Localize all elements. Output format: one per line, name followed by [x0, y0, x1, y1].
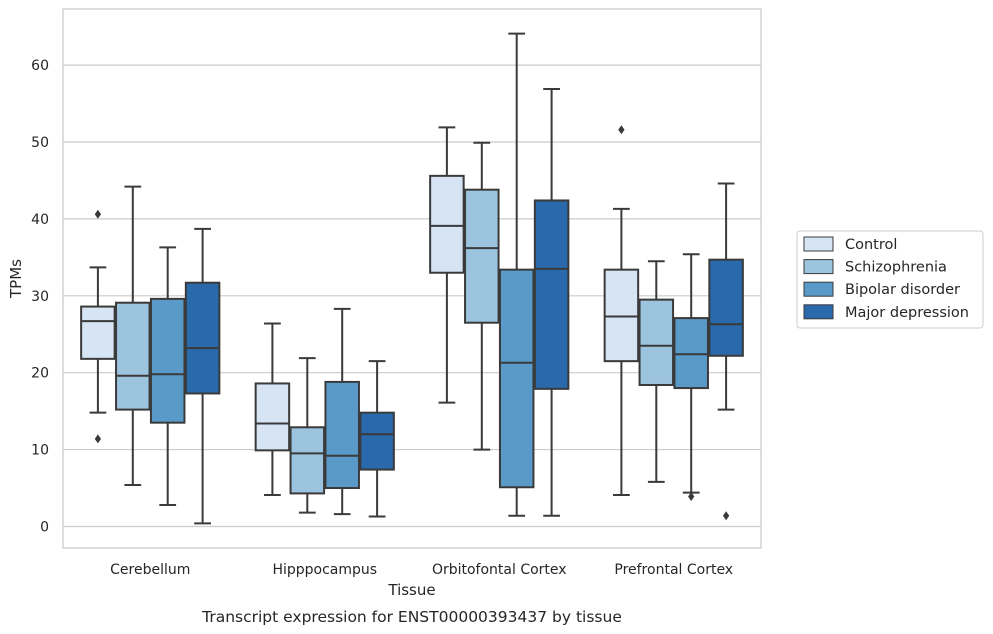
box-2-1 — [464, 141, 500, 451]
box-body — [533, 199, 570, 390]
legend-swatch-1 — [803, 259, 834, 275]
box-body — [254, 382, 291, 452]
box-body — [289, 426, 326, 495]
legend-label-2: Bipolar disorder — [845, 282, 960, 298]
box-0-0 — [80, 209, 116, 444]
box-1-3 — [359, 360, 395, 518]
box-3-0 — [603, 125, 640, 496]
y-tick-label-30: 30 — [31, 289, 49, 305]
y-tick-label-10: 10 — [31, 443, 49, 459]
box-body — [498, 268, 535, 489]
box-2-0 — [429, 126, 465, 404]
box-body — [184, 281, 221, 395]
box-body — [464, 188, 500, 324]
box-3-3 — [708, 182, 744, 521]
x-tick-label-3: Prefrontal Cortex — [614, 562, 733, 578]
box-0-1 — [115, 185, 151, 486]
box-1-2 — [324, 307, 360, 516]
box-body — [359, 411, 395, 471]
boxes — [80, 32, 744, 525]
legend-swatch-3 — [803, 304, 834, 320]
box-body — [603, 268, 640, 363]
x-axis-label: Tissue — [387, 581, 435, 599]
box-body — [115, 301, 151, 411]
box-body — [429, 174, 465, 274]
box-3-1 — [638, 260, 675, 483]
y-axis-label: TPMs — [7, 259, 25, 299]
legend-frame — [796, 230, 984, 329]
legend-label-1: Schizophrenia — [845, 260, 947, 276]
y-axis-ticks: 0 10 20 30 40 50 60 — [31, 58, 49, 535]
box-body — [149, 297, 186, 424]
y-tick-label-60: 60 — [31, 58, 49, 74]
outlier-point-0 — [618, 125, 625, 135]
box-body — [673, 317, 709, 390]
box-2-2 — [498, 32, 535, 517]
outlier-point-1 — [94, 434, 102, 444]
legend-swatch-0 — [803, 236, 834, 252]
box-1-1 — [289, 357, 326, 514]
box-0-3 — [184, 227, 221, 525]
legend-label-0: Control — [845, 237, 897, 253]
box-3-2 — [673, 253, 709, 501]
y-tick-label-50: 50 — [31, 135, 49, 151]
outlier-point-0 — [722, 511, 730, 521]
box-body — [324, 380, 360, 490]
legend-swatch-2 — [803, 281, 834, 297]
box-body — [80, 305, 116, 360]
legend: Control Schizophrenia Bipolar disorder Majo… — [796, 230, 984, 329]
box-2-3 — [533, 87, 570, 517]
box-body — [638, 298, 675, 386]
y-tick-label-40: 40 — [31, 212, 49, 228]
y-tick-label-0: 0 — [40, 519, 49, 535]
x-tick-label-0: Cerebellum — [110, 562, 190, 578]
plot-area-frame — [62, 8, 762, 549]
legend-label-3: Major depression — [845, 305, 969, 321]
box-1-0 — [254, 322, 291, 496]
box-0-2 — [149, 246, 186, 506]
x-tick-label-2: Orbitofontal Cortex — [432, 562, 567, 578]
box-body — [708, 258, 744, 357]
figure-caption: Transcript expression for ENST0000039343… — [201, 608, 622, 626]
outlier-point-0 — [688, 491, 695, 501]
x-tick-label-1: Hipppocampus — [272, 562, 377, 578]
x-axis-ticks: Cerebellum Hipppocampus Orbitofontal Corte… — [110, 562, 733, 578]
y-tick-label-20: 20 — [31, 366, 49, 382]
outlier-point-0 — [94, 209, 102, 219]
